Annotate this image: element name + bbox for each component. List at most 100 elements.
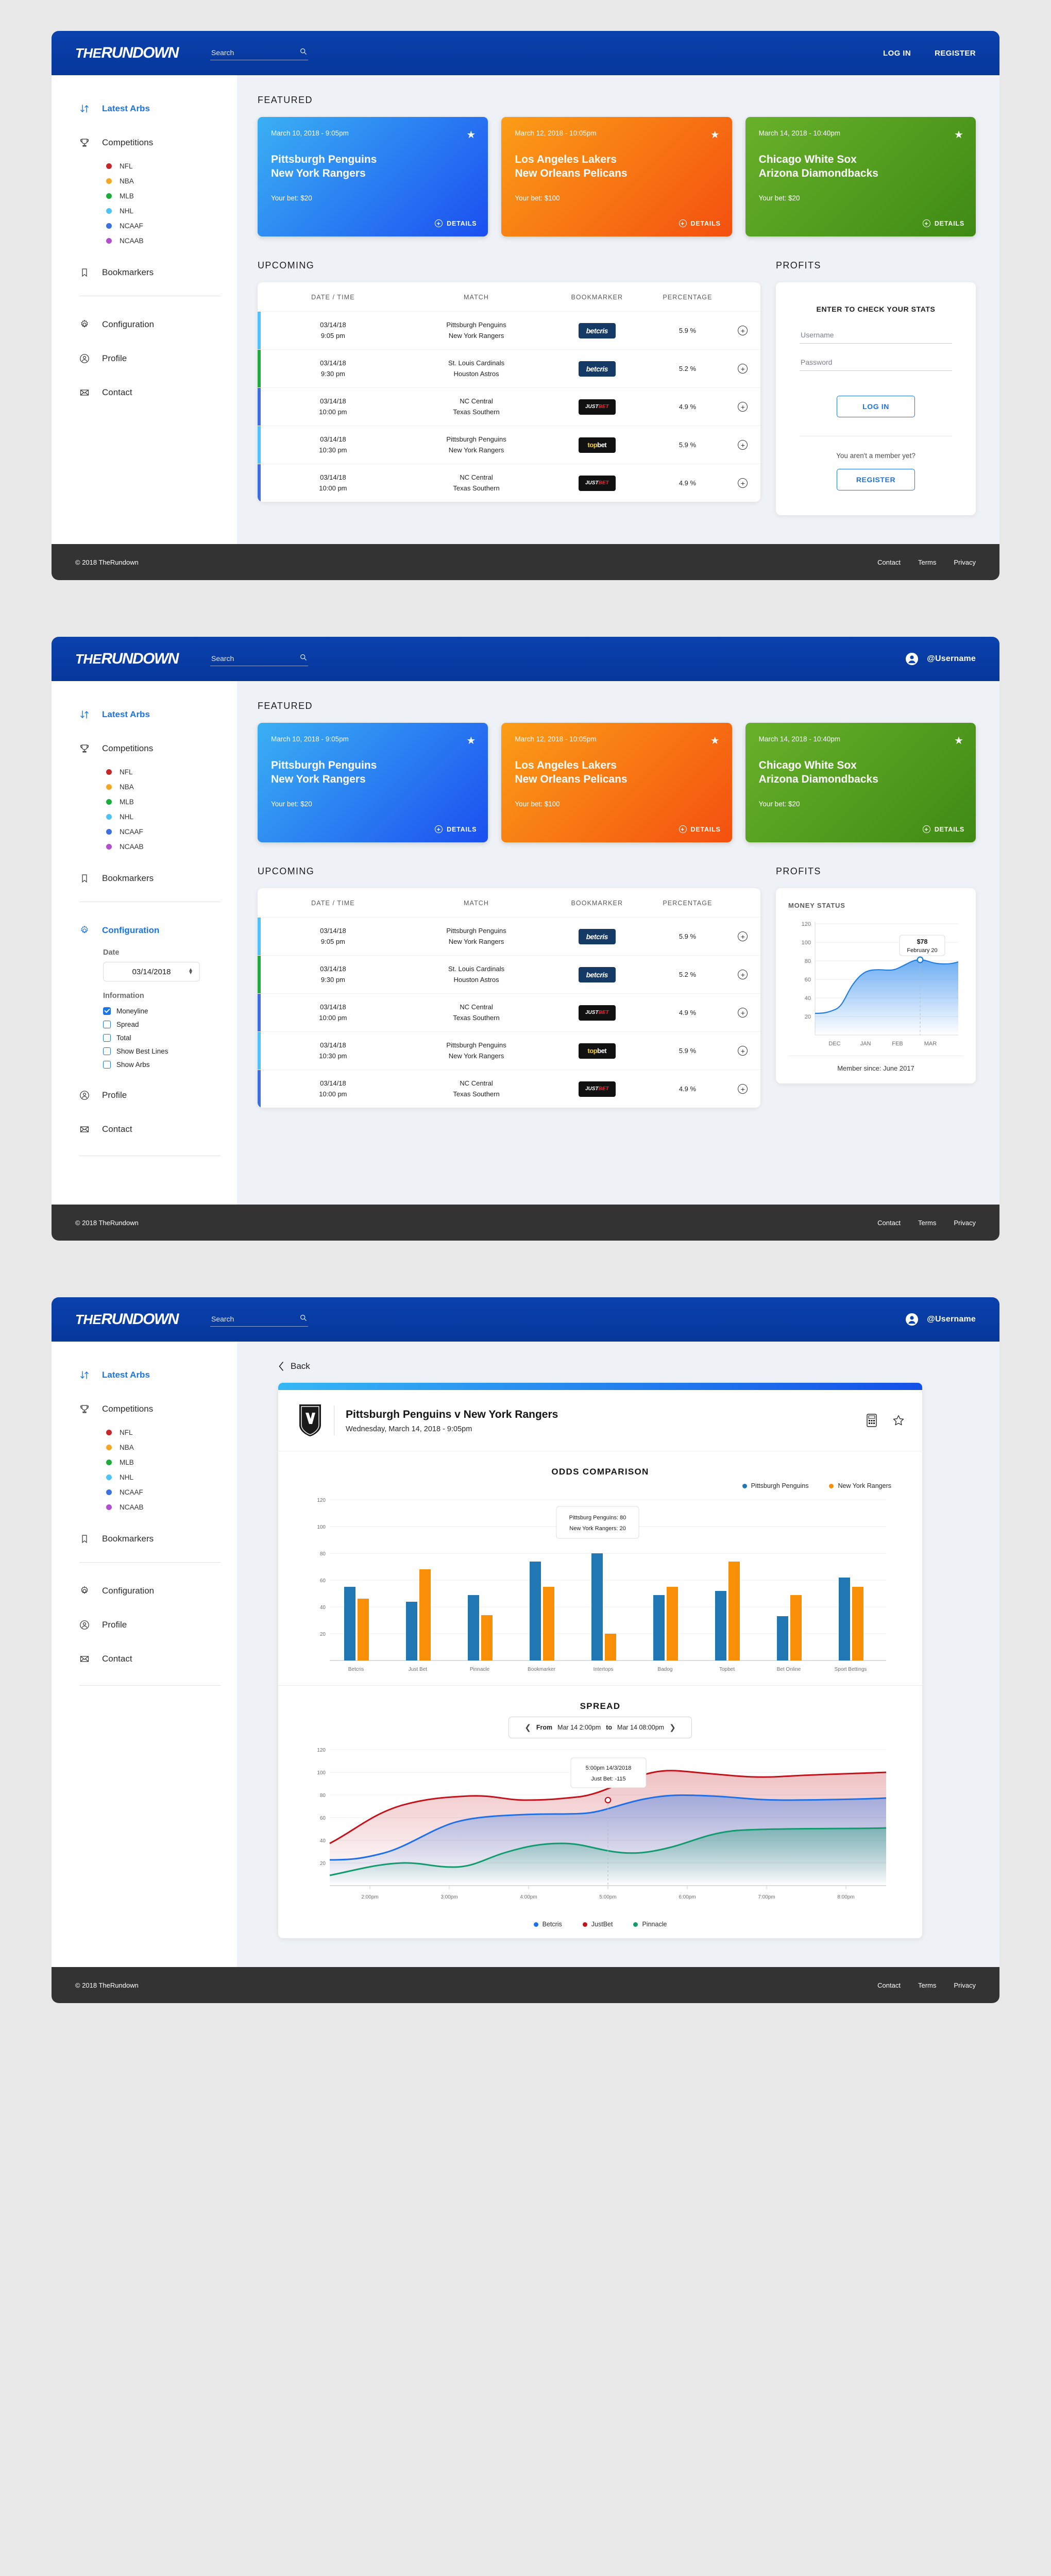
brand-logo[interactable]: THE RUNDOWN (75, 1311, 179, 1328)
bar-penguins[interactable] (715, 1591, 726, 1660)
star-icon[interactable]: ★ (466, 129, 476, 141)
bar-rangers[interactable] (358, 1599, 369, 1660)
user-menu[interactable]: @Username (905, 652, 976, 666)
featured-card[interactable]: ★ March 12, 2018 - 10:05pm Los Angeles L… (501, 117, 732, 236)
sidebar-item-contact[interactable]: Contact (52, 1648, 237, 1670)
brand-logo[interactable]: THE RUNDOWN (75, 44, 179, 62)
league-item-mlb[interactable]: MLB (106, 794, 237, 809)
sidebar-item-configuration[interactable]: Configuration (52, 1580, 237, 1602)
table-row[interactable]: 03/14/18 9:30 pm St. Louis Cardinals Houst… (258, 349, 760, 387)
header-register-link[interactable]: REGISTER (935, 48, 976, 58)
search-box[interactable] (210, 652, 308, 666)
footer-link-privacy[interactable]: Privacy (954, 1218, 976, 1227)
chart-data-point[interactable] (917, 956, 924, 963)
chevron-right-icon[interactable]: ❯ (669, 1723, 676, 1732)
checkbox-icon[interactable] (103, 1020, 111, 1028)
bar-rangers[interactable] (667, 1587, 678, 1660)
add-icon[interactable]: + (738, 970, 748, 979)
checkbox-moneyline[interactable]: Moneyline (103, 1004, 237, 1018)
sidebar-item-profile[interactable]: Profile (52, 348, 237, 369)
legend-item-penguins[interactable]: Pittsburgh Penguins (742, 1482, 808, 1489)
sidebar-item-contact[interactable]: Contact (52, 1118, 237, 1140)
brand-logo[interactable]: THE RUNDOWN (75, 650, 179, 668)
checkbox-show-best-lines[interactable]: Show Best Lines (103, 1044, 237, 1058)
card-details-button[interactable]: + DETAILS (922, 219, 964, 227)
back-button[interactable]: Back (278, 1361, 922, 1371)
league-item-ncaab[interactable]: NCAAB (106, 233, 237, 248)
add-icon[interactable]: + (738, 1084, 748, 1094)
checkbox-total[interactable]: Total (103, 1031, 237, 1044)
card-details-button[interactable]: + DETAILS (679, 219, 721, 227)
sidebar-item-latest-arbs[interactable]: Latest Arbs (52, 704, 237, 725)
user-menu[interactable]: @Username (905, 1313, 976, 1326)
featured-card[interactable]: ★ March 10, 2018 - 9:05pm Pittsburgh Pen… (258, 723, 488, 842)
add-icon[interactable]: + (738, 1046, 748, 1056)
sidebar-item-profile[interactable]: Profile (52, 1084, 237, 1106)
chevron-left-icon[interactable]: ❮ (524, 1723, 531, 1732)
league-item-nfl[interactable]: NFL (106, 1425, 237, 1440)
featured-card[interactable]: ★ March 14, 2018 - 10:40pm Chicago White… (745, 117, 976, 236)
bar-rangers[interactable] (605, 1634, 616, 1660)
featured-card[interactable]: ★ March 14, 2018 - 10:40pm Chicago White… (745, 723, 976, 842)
table-row[interactable]: 03/14/18 10:00 pm NC Central Texas Souther… (258, 993, 760, 1031)
header-login-link[interactable]: LOG IN (883, 48, 911, 58)
star-icon[interactable]: ★ (954, 735, 963, 747)
password-field[interactable] (800, 355, 952, 371)
checkbox-icon[interactable] (103, 1007, 111, 1015)
add-icon[interactable]: + (738, 931, 748, 941)
star-icon[interactable]: ★ (954, 129, 963, 141)
star-outline-icon[interactable] (892, 1414, 905, 1427)
checkbox-icon[interactable] (103, 1047, 111, 1055)
featured-card[interactable]: ★ March 12, 2018 - 10:05pm Los Angeles L… (501, 723, 732, 842)
league-item-ncaab[interactable]: NCAAB (106, 1500, 237, 1515)
bar-rangers[interactable] (481, 1615, 493, 1660)
search-input[interactable] (210, 1312, 308, 1327)
league-item-ncaaf[interactable]: NCAAF (106, 824, 237, 839)
bar-penguins[interactable] (406, 1602, 417, 1660)
search-input[interactable] (210, 652, 308, 666)
calculator-icon[interactable] (867, 1414, 877, 1427)
bar-penguins[interactable] (344, 1587, 355, 1660)
table-row[interactable]: 03/14/18 10:00 pm NC Central Texas Souther… (258, 1070, 760, 1108)
footer-link-contact[interactable]: Contact (877, 558, 901, 566)
legend-item-rangers[interactable]: New York Rangers (829, 1482, 891, 1489)
star-icon[interactable]: ★ (710, 129, 720, 141)
date-range-selector[interactable]: ❮ From Mar 14 2:00pm to Mar 14 08:00pm ❯ (508, 1717, 692, 1738)
card-details-button[interactable]: + DETAILS (435, 219, 477, 227)
username-field[interactable] (800, 328, 952, 344)
register-button[interactable]: REGISTER (837, 469, 915, 490)
league-item-nhl[interactable]: NHL (106, 809, 237, 824)
table-row[interactable]: 03/14/18 9:05 pm Pittsburgh Penguins New Y… (258, 917, 760, 955)
league-item-nba[interactable]: NBA (106, 174, 237, 189)
footer-link-contact[interactable]: Contact (877, 1981, 901, 1989)
sidebar-item-latest-arbs[interactable]: Latest Arbs (52, 98, 237, 120)
legend-item-betcris[interactable]: Betcris (533, 1921, 562, 1928)
footer-link-terms[interactable]: Terms (918, 1218, 937, 1227)
stepper-arrows-icon[interactable]: ▲ ▼ (188, 967, 193, 976)
card-details-button[interactable]: + DETAILS (922, 825, 964, 833)
add-icon[interactable]: + (738, 1008, 748, 1018)
bar-rangers[interactable] (728, 1562, 740, 1660)
bar-penguins[interactable] (530, 1562, 541, 1660)
footer-link-terms[interactable]: Terms (918, 1981, 937, 1989)
bar-rangers[interactable] (419, 1569, 431, 1660)
bar-penguins[interactable] (468, 1595, 479, 1660)
sidebar-item-contact[interactable]: Contact (52, 382, 237, 403)
bar-penguins[interactable] (839, 1578, 850, 1660)
sidebar-item-competitions[interactable]: Competitions (52, 738, 237, 759)
card-details-button[interactable]: + DETAILS (435, 825, 477, 833)
checkbox-show-arbs[interactable]: Show Arbs (103, 1058, 237, 1071)
checkbox-spread[interactable]: Spread (103, 1018, 237, 1031)
add-icon[interactable]: + (738, 402, 748, 412)
table-row[interactable]: 03/14/18 10:00 pm NC Central Texas Souther… (258, 387, 760, 426)
sidebar-item-competitions[interactable]: Competitions (52, 132, 237, 154)
sidebar-item-bookmarkers[interactable]: Bookmarkers (52, 868, 237, 889)
sidebar-item-competitions[interactable]: Competitions (52, 1398, 237, 1420)
add-icon[interactable]: + (738, 364, 748, 374)
league-item-ncaaf[interactable]: NCAAF (106, 1485, 237, 1500)
league-item-nhl[interactable]: NHL (106, 204, 237, 218)
league-item-nba[interactable]: NBA (106, 779, 237, 794)
bar-rangers[interactable] (852, 1587, 863, 1660)
date-stepper[interactable]: 03/14/2018 ▲ ▼ (103, 962, 200, 981)
league-item-mlb[interactable]: MLB (106, 189, 237, 204)
